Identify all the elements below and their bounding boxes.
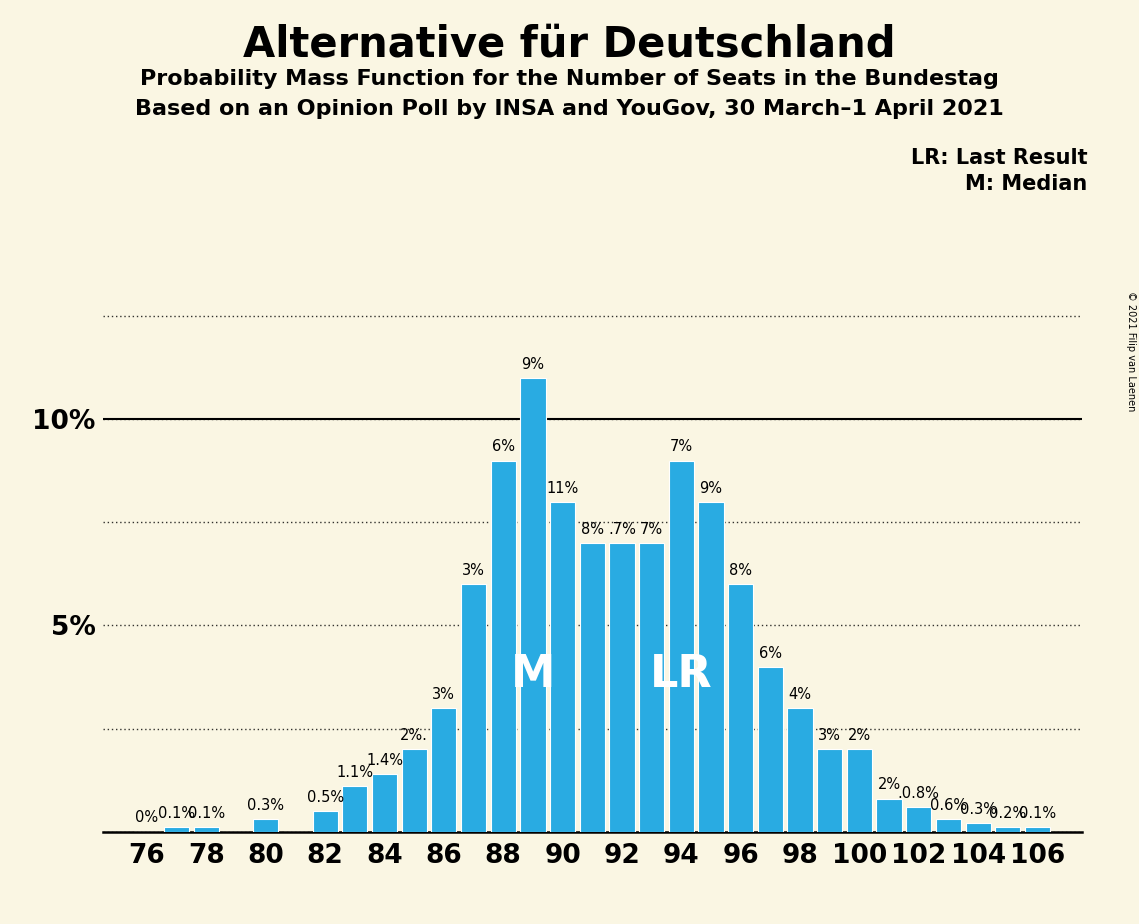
Text: 0.1%: 0.1% xyxy=(1019,807,1056,821)
Text: 6%: 6% xyxy=(759,646,781,661)
Bar xyxy=(907,807,932,832)
Text: 7%: 7% xyxy=(670,440,693,455)
Text: 9%: 9% xyxy=(522,357,544,372)
Text: 0.6%: 0.6% xyxy=(929,798,967,813)
Text: 2%: 2% xyxy=(877,777,901,793)
Bar xyxy=(757,667,782,832)
Bar xyxy=(877,798,902,832)
Bar xyxy=(609,543,634,832)
Text: Probability Mass Function for the Number of Seats in the Bundestag: Probability Mass Function for the Number… xyxy=(140,69,999,90)
Text: 0.1%: 0.1% xyxy=(158,807,195,821)
Text: 8%: 8% xyxy=(729,563,752,578)
Bar xyxy=(669,460,694,832)
Text: 0.1%: 0.1% xyxy=(188,807,226,821)
Text: 0.2%: 0.2% xyxy=(989,807,1026,821)
Bar xyxy=(817,749,843,832)
Bar xyxy=(966,823,991,832)
Text: 4%: 4% xyxy=(788,687,812,701)
Bar xyxy=(580,543,605,832)
Text: 0%: 0% xyxy=(136,810,158,825)
Text: 3%: 3% xyxy=(462,563,485,578)
Bar xyxy=(787,708,812,832)
Bar xyxy=(432,708,457,832)
Text: 2%.: 2%. xyxy=(400,728,428,743)
Text: © 2021 Filip van Laenen: © 2021 Filip van Laenen xyxy=(1125,291,1136,411)
Bar xyxy=(936,820,961,832)
Text: 3%: 3% xyxy=(818,728,842,743)
Bar xyxy=(194,828,219,832)
Text: .7%: .7% xyxy=(608,522,636,537)
Bar xyxy=(550,502,575,832)
Bar xyxy=(521,378,546,832)
Bar xyxy=(402,749,427,832)
Text: M: Median: M: Median xyxy=(966,174,1088,194)
Bar xyxy=(698,502,723,832)
Text: 3%: 3% xyxy=(433,687,456,701)
Text: LR: LR xyxy=(650,653,713,697)
Bar xyxy=(1025,828,1050,832)
Text: Alternative für Deutschland: Alternative für Deutschland xyxy=(244,23,895,65)
Bar xyxy=(491,460,516,832)
Text: Based on an Opinion Poll by INSA and YouGov, 30 March–1 April 2021: Based on an Opinion Poll by INSA and You… xyxy=(136,99,1003,119)
Text: 6%: 6% xyxy=(492,440,515,455)
Bar xyxy=(728,584,753,832)
Text: LR: Last Result: LR: Last Result xyxy=(911,148,1088,168)
Text: 7%: 7% xyxy=(640,522,663,537)
Bar xyxy=(312,811,338,832)
Bar xyxy=(639,543,664,832)
Text: 1.1%: 1.1% xyxy=(336,765,374,780)
Bar xyxy=(995,828,1021,832)
Text: 0.3%: 0.3% xyxy=(960,802,997,817)
Text: 9%: 9% xyxy=(699,480,722,495)
Text: 1.4%: 1.4% xyxy=(366,753,403,768)
Bar xyxy=(371,774,398,832)
Bar xyxy=(164,828,189,832)
Text: .0.8%: .0.8% xyxy=(898,785,940,801)
Bar xyxy=(461,584,486,832)
Text: 0.5%: 0.5% xyxy=(306,790,344,805)
Text: 11%: 11% xyxy=(547,480,579,495)
Text: 8%: 8% xyxy=(581,522,604,537)
Text: M: M xyxy=(510,653,555,697)
Text: 0.3%: 0.3% xyxy=(247,798,285,813)
Bar xyxy=(253,820,278,832)
Text: 2%: 2% xyxy=(847,728,871,743)
Bar xyxy=(846,749,872,832)
Bar xyxy=(342,786,368,832)
